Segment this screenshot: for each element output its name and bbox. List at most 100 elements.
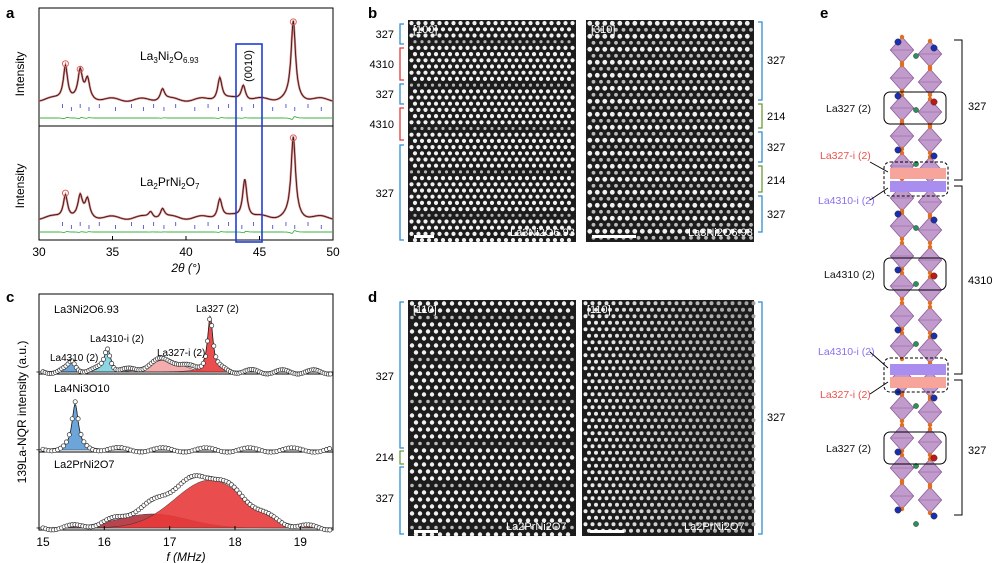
atom-column bbox=[521, 231, 526, 236]
atom-column bbox=[506, 441, 510, 446]
atom-column bbox=[465, 45, 470, 51]
atom-column bbox=[695, 509, 700, 514]
atom-column bbox=[423, 194, 428, 199]
atom-column bbox=[602, 46, 608, 52]
atom-column bbox=[567, 40, 571, 44]
atom-column bbox=[524, 163, 530, 168]
atom-column bbox=[514, 182, 519, 187]
atom-column bbox=[684, 189, 690, 195]
atom-column bbox=[442, 483, 446, 488]
atom-column bbox=[545, 114, 551, 119]
atom-column bbox=[604, 418, 609, 423]
atom-column bbox=[461, 27, 467, 32]
atom-column bbox=[505, 469, 511, 474]
atom-column bbox=[646, 509, 651, 514]
atom-column bbox=[447, 76, 453, 81]
atom-column bbox=[482, 238, 488, 243]
atom-column bbox=[521, 145, 526, 150]
atom-column bbox=[653, 405, 658, 410]
atom-column bbox=[744, 483, 749, 488]
atom-column bbox=[461, 114, 467, 119]
atom-column bbox=[521, 21, 526, 26]
atom-column bbox=[518, 126, 522, 131]
atom-column bbox=[425, 343, 431, 348]
atom-column bbox=[570, 525, 574, 530]
atom-column bbox=[469, 476, 475, 481]
atom-column bbox=[587, 124, 593, 130]
atom-column bbox=[525, 490, 531, 495]
atom-column bbox=[651, 105, 656, 110]
atom-column bbox=[729, 150, 735, 156]
panel-c-sub2-title: La4Ni3O10 bbox=[54, 383, 110, 395]
atom-column bbox=[514, 357, 518, 362]
atom-column bbox=[608, 307, 612, 312]
atom-column bbox=[618, 327, 623, 332]
atom-column bbox=[744, 124, 750, 130]
atom-column bbox=[453, 406, 459, 411]
stem-d-left-seg: 327 bbox=[376, 493, 394, 505]
atom-column bbox=[510, 64, 516, 69]
atom-column bbox=[749, 105, 753, 110]
atom-column bbox=[529, 469, 535, 474]
atom-column bbox=[662, 85, 668, 91]
atom-column bbox=[445, 406, 451, 411]
atom-column bbox=[451, 83, 456, 87]
atom-column bbox=[594, 307, 598, 312]
atom-column bbox=[496, 101, 502, 106]
atom-column bbox=[632, 470, 637, 475]
nqr-data-point bbox=[98, 360, 104, 366]
atom-column bbox=[426, 483, 430, 488]
atom-column bbox=[447, 27, 453, 32]
atom-column bbox=[514, 33, 519, 38]
atom-column bbox=[587, 502, 591, 507]
atom-column bbox=[654, 228, 660, 234]
atom-column bbox=[542, 58, 547, 63]
atom-column bbox=[617, 111, 623, 117]
atom-column bbox=[503, 163, 509, 168]
atom-column bbox=[615, 333, 619, 338]
atom-column bbox=[615, 359, 619, 364]
atom-column bbox=[496, 200, 502, 205]
atom-column bbox=[434, 483, 438, 488]
atom-column bbox=[531, 200, 537, 205]
atom-column bbox=[531, 76, 537, 81]
atom-column bbox=[437, 58, 442, 63]
atom-column bbox=[744, 150, 750, 156]
atom-column bbox=[440, 138, 446, 143]
atom-column bbox=[639, 457, 644, 462]
atom-column bbox=[500, 132, 505, 137]
atom-column bbox=[496, 151, 502, 156]
atom-column bbox=[503, 200, 509, 205]
atom-column bbox=[433, 469, 439, 474]
atom-column bbox=[709, 340, 714, 345]
atom-column bbox=[521, 329, 527, 334]
atom-column bbox=[692, 72, 698, 78]
atom-column bbox=[560, 126, 564, 131]
atom-column bbox=[421, 476, 427, 481]
atom-column bbox=[681, 483, 686, 488]
atom-column bbox=[532, 40, 536, 44]
atom-column bbox=[707, 98, 713, 104]
atom-column bbox=[699, 150, 705, 156]
atom-column bbox=[622, 515, 626, 520]
atom-column bbox=[535, 219, 540, 224]
atom-column bbox=[748, 450, 752, 455]
atom-column bbox=[614, 40, 618, 45]
atom-column bbox=[606, 66, 611, 71]
atom-column bbox=[451, 45, 456, 51]
atom-column bbox=[485, 420, 491, 425]
atom-column bbox=[556, 33, 561, 38]
atom-column bbox=[421, 308, 427, 313]
atom-column bbox=[685, 372, 689, 377]
atom-column bbox=[469, 350, 475, 355]
peak-label-4310: La4310 (2) bbox=[50, 353, 98, 364]
atom-column bbox=[704, 105, 708, 110]
atom-column bbox=[565, 518, 571, 523]
atom-column bbox=[562, 441, 566, 446]
atom-column bbox=[654, 111, 660, 117]
atom-column bbox=[461, 138, 467, 143]
atom-column bbox=[713, 346, 717, 351]
atom-column bbox=[423, 145, 428, 150]
atom-column bbox=[599, 157, 603, 162]
atom-column bbox=[521, 58, 526, 63]
